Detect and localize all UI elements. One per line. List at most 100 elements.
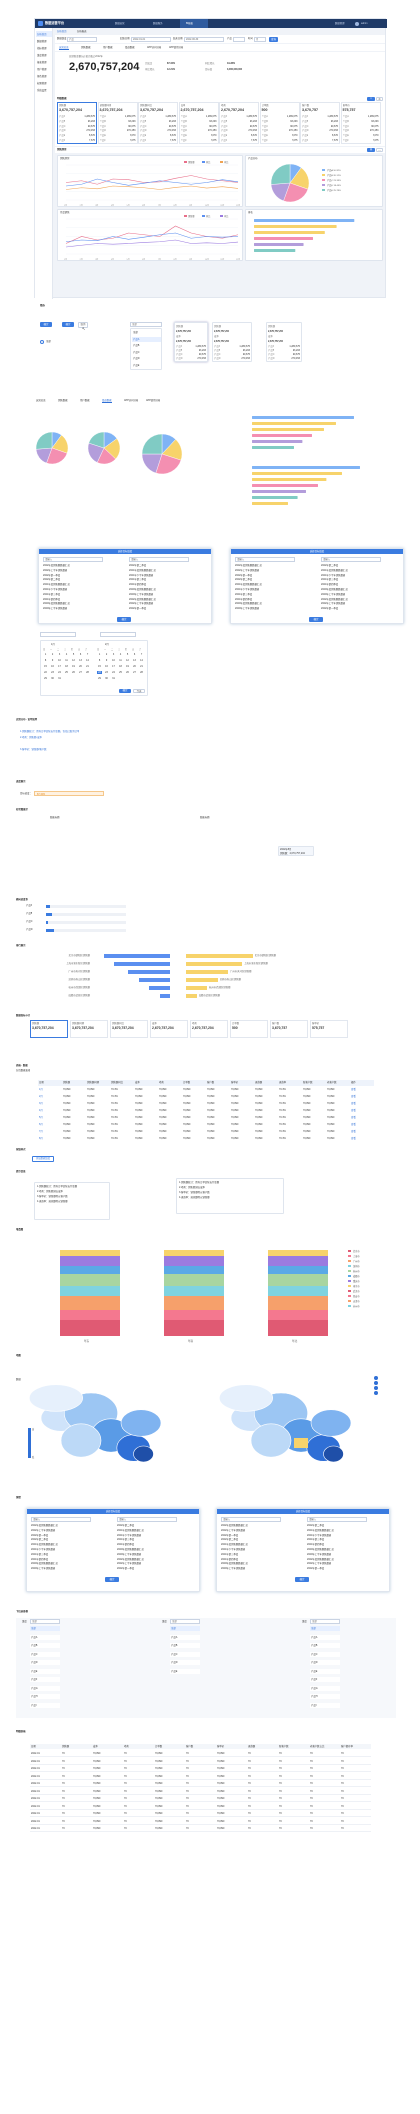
calendar-day[interactable]: 3 bbox=[58, 653, 61, 656]
modal-3-search-right[interactable]: 请输入 bbox=[307, 1517, 367, 1522]
tab-report[interactable]: 分析报表 bbox=[77, 30, 87, 33]
kpi2-card-7[interactable]: 客单价 575,757 bbox=[310, 1020, 348, 1038]
table-header-cell[interactable]: 销售额 bbox=[62, 1080, 86, 1086]
modal-1-item[interactable]: 2022年第一季度 bbox=[235, 573, 253, 577]
calendar-day[interactable]: 28 bbox=[140, 671, 143, 674]
date-input-1[interactable] bbox=[40, 632, 76, 637]
modal-1-item[interactable]: 2021年度销售额数据汇总 bbox=[235, 583, 262, 587]
calendar-day[interactable]: 20 bbox=[133, 665, 136, 668]
table-cell[interactable]: 查看 bbox=[351, 1137, 356, 1140]
modal-3-item-right[interactable]: 2022年上半年销售数据 bbox=[307, 1562, 332, 1566]
modal-3-item[interactable]: 2020年度销售额数据汇总 bbox=[221, 1562, 248, 1566]
modal-3-ok-button[interactable]: 确定 bbox=[295, 1577, 309, 1582]
nav-item-3-active[interactable]: BI报表 bbox=[180, 19, 208, 28]
modal-2-item[interactable]: 2022年上半年销售数据 bbox=[31, 1528, 56, 1532]
table-cell[interactable]: 查看 bbox=[351, 1088, 356, 1091]
select-option[interactable]: 产品B bbox=[170, 1643, 200, 1648]
modal-2-item-right[interactable]: 2022年上半年销售数据 bbox=[117, 1562, 142, 1566]
calendar-day[interactable]: 3 bbox=[112, 653, 115, 656]
sidebar-item-3[interactable]: 维度管理 bbox=[37, 53, 47, 57]
select-option[interactable]: 全部 bbox=[30, 1626, 60, 1631]
modal-1-item-right[interactable]: 2022年上半年销售数据 bbox=[321, 602, 346, 606]
modal-1-search-right[interactable]: 请输入 bbox=[321, 557, 381, 562]
select-option[interactable]: 产品E bbox=[170, 1668, 200, 1674]
modal-2-item[interactable]: 2021年度销售额数据汇总 bbox=[31, 1543, 58, 1547]
calendar-day[interactable]: 1 bbox=[98, 653, 101, 656]
calendar-day[interactable]: 24 bbox=[58, 671, 61, 674]
modal-1-item-right[interactable]: 2021年度销售额数据汇总 bbox=[321, 568, 348, 572]
select-option[interactable]: 产品I bbox=[310, 1702, 340, 1708]
select-option[interactable]: 产品E bbox=[30, 1668, 60, 1674]
calendar-day[interactable]: 24 bbox=[112, 671, 115, 674]
calendar-day[interactable]: 23 bbox=[105, 671, 108, 674]
sidebar-item-8[interactable]: 系统设置 bbox=[37, 88, 47, 92]
modal-2-search-right[interactable]: 请输入 bbox=[117, 1517, 177, 1522]
calendar-day[interactable]: 13 bbox=[79, 659, 82, 662]
table-cell[interactable]: 查看 bbox=[351, 1109, 356, 1112]
modal-3-item-right[interactable]: 2022年第二季度 bbox=[307, 1524, 325, 1527]
kpi-card-4[interactable]: 毛利 2,670,757,204 产品A 1,289,675 产品B 93,203 产品C 9… bbox=[219, 102, 259, 144]
table-cell[interactable]: 查看 bbox=[351, 1095, 356, 1098]
table-header-cell[interactable]: 毛利 bbox=[158, 1080, 182, 1086]
sidebar-item-0[interactable]: 分析首页 bbox=[36, 31, 52, 37]
modal-0-item[interactable]: 2022年第一季度 bbox=[43, 573, 61, 577]
end-date-input[interactable]: 2022-06-30 bbox=[184, 36, 224, 42]
sidebar-item-4[interactable]: 报表管理 bbox=[37, 60, 47, 64]
modal-2-item[interactable]: 2021年第三季度 bbox=[31, 1552, 49, 1556]
table-header-cell[interactable]: 操作 bbox=[350, 1080, 374, 1086]
dropdown-option-3[interactable]: 产品C bbox=[133, 350, 140, 354]
table-header-cell[interactable]: 销售额同比 bbox=[110, 1080, 134, 1086]
dropdown-option-0[interactable]: 全部 bbox=[133, 331, 138, 334]
modal-3-item-right[interactable]: 2022年度销售额数据汇总 bbox=[307, 1557, 334, 1561]
table-cell[interactable]: 查看 bbox=[351, 1116, 356, 1119]
subtab-3[interactable]: 渠道数据 bbox=[125, 45, 135, 49]
confirm-button[interactable]: 确定 bbox=[40, 322, 52, 327]
modal-1-item-right[interactable]: 2022年度销售额数据汇总 bbox=[321, 597, 348, 601]
kpi2-card-5[interactable]: 订单数 500 bbox=[230, 1020, 268, 1038]
table-header-cell[interactable]: 退款额 bbox=[254, 1080, 278, 1086]
calendar-day[interactable]: 29 bbox=[44, 677, 47, 680]
confirm-button-2[interactable]: 确定 bbox=[62, 322, 74, 327]
calendar-day[interactable]: 22 bbox=[44, 671, 47, 674]
modal-2-search-left[interactable]: 请输入 bbox=[31, 1517, 91, 1522]
calendar-day[interactable]: 9 bbox=[105, 659, 108, 662]
calendar-day[interactable]: 21 bbox=[86, 665, 89, 668]
sec3-tab-1[interactable]: 销售数据 bbox=[58, 399, 68, 402]
kpi-card-1[interactable]: 销售额同期 3,670,757,204 产品A 1,289,675 产品B 93,203 产… bbox=[97, 102, 138, 144]
calendar-day[interactable]: 26 bbox=[72, 671, 75, 674]
modal-3-item-right[interactable]: 2021年第四季度 bbox=[307, 1543, 325, 1547]
date-input-2[interactable] bbox=[100, 632, 136, 637]
modal-1-item-right[interactable]: 2021年下半年销售数据 bbox=[321, 573, 346, 577]
calendar-day[interactable]: 30 bbox=[105, 677, 108, 680]
modal-0-item-right[interactable]: 2021年下半年销售数据 bbox=[129, 573, 154, 577]
dropdown-option-4[interactable]: 产品D bbox=[133, 357, 140, 360]
select-option[interactable]: 产品F bbox=[30, 1677, 60, 1682]
calendar-day[interactable]: 10 bbox=[58, 659, 61, 662]
select-option[interactable]: 产品A bbox=[310, 1634, 340, 1640]
modal-0-ok-button[interactable]: 确定 bbox=[117, 617, 131, 622]
calendar-day[interactable]: 7 bbox=[140, 653, 143, 656]
calendar-ok-button[interactable]: 确定 bbox=[119, 689, 131, 693]
calendar-day[interactable]: 25 bbox=[65, 671, 68, 674]
table-header-cell[interactable]: 退款率 bbox=[278, 1080, 302, 1086]
calendar-day[interactable]: 9 bbox=[51, 659, 54, 662]
modal-2-item[interactable]: 2022年第二季度 bbox=[31, 1538, 49, 1542]
modal-0-item[interactable]: 2020年度销售额数据汇总 bbox=[43, 602, 70, 606]
calendar-day[interactable]: 17 bbox=[58, 665, 61, 668]
sidebar-item-2[interactable]: 指标管理 bbox=[37, 46, 47, 50]
avatar[interactable] bbox=[355, 21, 359, 26]
calendar-day[interactable]: 4 bbox=[119, 653, 122, 656]
sidebar-item-5[interactable]: 用户管理 bbox=[37, 67, 47, 71]
calendar-day[interactable]: 30 bbox=[51, 677, 54, 680]
select-option[interactable]: 产品H bbox=[30, 1694, 60, 1699]
calendar-day[interactable]: 8 bbox=[98, 659, 101, 662]
modal-2-item[interactable]: 2021年第四季度 bbox=[31, 1557, 49, 1561]
calendar-day[interactable]: 25 bbox=[119, 671, 122, 674]
select-input[interactable]: 全部 bbox=[310, 1619, 340, 1624]
table-cell[interactable]: 查看 bbox=[351, 1102, 356, 1105]
modal-0-item[interactable]: 2022年上半年销售数据 bbox=[43, 568, 68, 572]
calendar-day[interactable]: 14 bbox=[140, 659, 143, 662]
table-header-cell[interactable]: 成本 bbox=[134, 1080, 158, 1086]
modal-1-item[interactable]: 2021年第四季度 bbox=[235, 597, 253, 601]
modal-3-item[interactable]: 2021年度销售额数据汇总 bbox=[221, 1543, 248, 1547]
